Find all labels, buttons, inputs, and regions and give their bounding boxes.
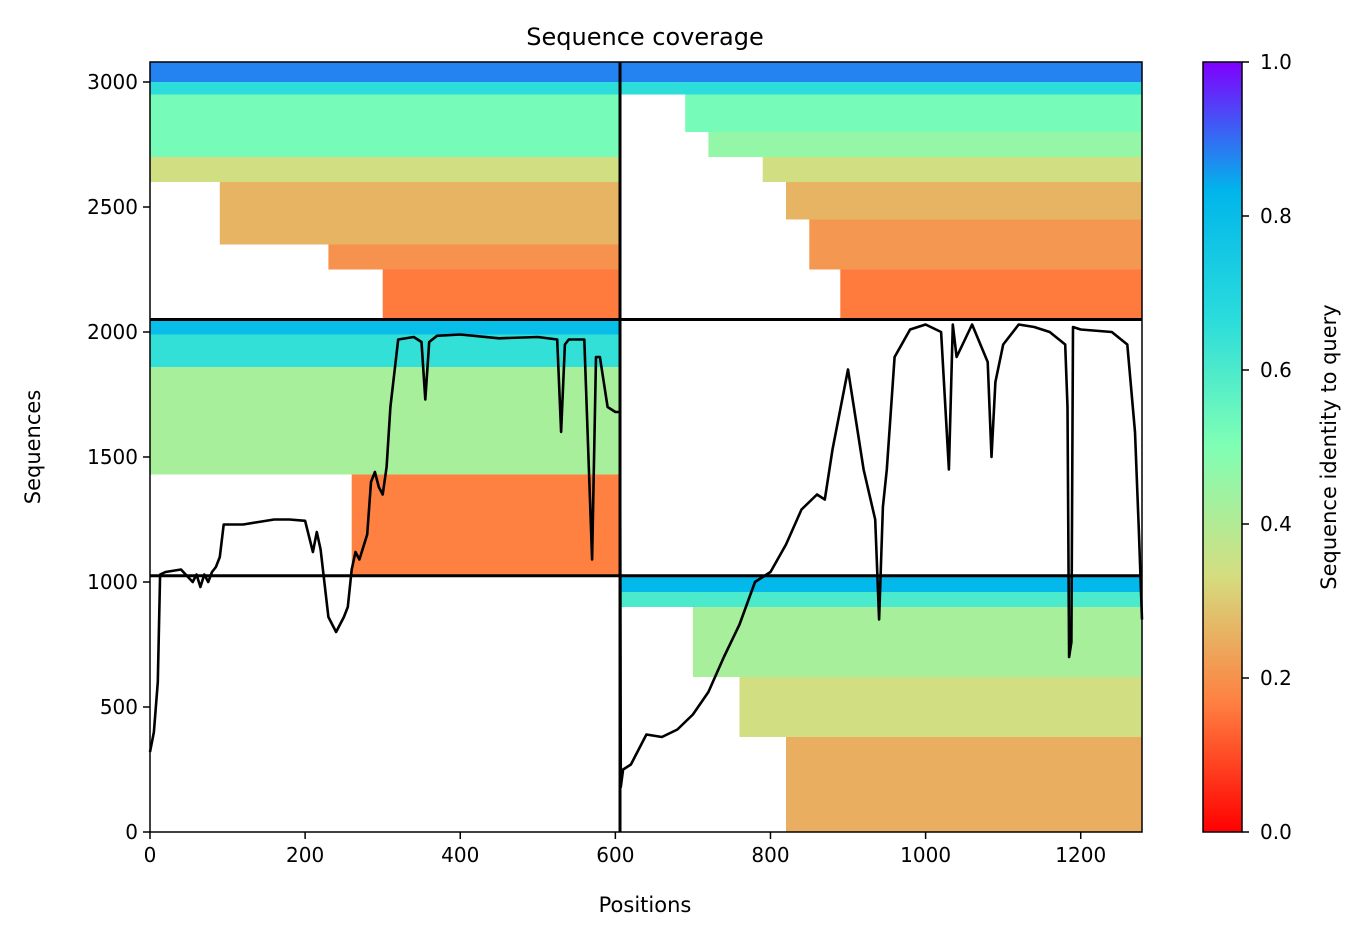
identity-band bbox=[620, 82, 1142, 95]
y-axis: 0 500 1000 1500 2000 2500 3000 bbox=[87, 70, 150, 844]
colorbar-gradient bbox=[1202, 61, 1243, 833]
identity-band bbox=[840, 269, 1142, 320]
colorbar-tick-label: 0.2 bbox=[1260, 666, 1292, 690]
identity-band bbox=[150, 157, 620, 182]
identity-band bbox=[620, 62, 1142, 82]
colorbar-tick-label: 1.0 bbox=[1260, 50, 1292, 74]
colorbar-tick-label: 0.4 bbox=[1260, 512, 1292, 536]
colorbar: 0.0 0.2 0.4 0.6 0.8 1.0 bbox=[1202, 50, 1292, 844]
colorbar-tick-label: 0.6 bbox=[1260, 358, 1292, 382]
identity-band bbox=[219, 182, 621, 245]
identity-band bbox=[739, 677, 1142, 737]
identity-band bbox=[150, 62, 620, 82]
msa-block-chain-1-msa-1 bbox=[150, 62, 621, 320]
y-tick-label: 3000 bbox=[87, 70, 138, 94]
y-tick-label: 1000 bbox=[87, 570, 138, 594]
y-tick-label: 500 bbox=[100, 695, 138, 719]
identity-band bbox=[351, 474, 621, 576]
identity-band bbox=[809, 219, 1142, 270]
x-tick-label: 0 bbox=[144, 843, 157, 867]
x-tick-label: 200 bbox=[286, 843, 324, 867]
x-tick-label: 800 bbox=[751, 843, 789, 867]
identity-band bbox=[150, 82, 620, 95]
x-tick-label: 400 bbox=[441, 843, 479, 867]
x-tick-label: 600 bbox=[596, 843, 634, 867]
colorbar-tick-label: 0.8 bbox=[1260, 204, 1292, 228]
x-tick-label: 1200 bbox=[1055, 843, 1106, 867]
identity-band bbox=[786, 737, 1142, 832]
y-tick-label: 2000 bbox=[87, 320, 138, 344]
x-axis-label: Positions bbox=[599, 893, 692, 917]
msa-block-chain-2-msa-1 bbox=[620, 62, 1142, 320]
identity-band bbox=[692, 607, 1142, 677]
identity-band bbox=[150, 334, 620, 367]
y-axis-label: Sequences bbox=[21, 390, 45, 505]
identity-band bbox=[150, 367, 620, 475]
y-tick-label: 0 bbox=[125, 820, 138, 844]
identity-band bbox=[786, 182, 1142, 220]
identity-band bbox=[150, 94, 620, 157]
x-tick-label: 1000 bbox=[900, 843, 951, 867]
identity-band bbox=[685, 94, 1142, 132]
colorbar-tick-label: 0.0 bbox=[1260, 820, 1292, 844]
msa-block-chain-2-msa-3 bbox=[620, 575, 1142, 832]
plot-frame bbox=[149, 61, 1143, 833]
identity-band bbox=[708, 132, 1142, 157]
y-tick-label: 2500 bbox=[87, 195, 138, 219]
x-axis: 0 200 400 600 800 1000 1200 bbox=[144, 832, 1106, 867]
identity-band bbox=[382, 269, 620, 320]
y-tick-label: 1500 bbox=[87, 445, 138, 469]
colorbar-label: Sequence identity to query bbox=[1317, 304, 1341, 589]
plot-area bbox=[148, 61, 1144, 833]
chart-title: Sequence coverage bbox=[526, 23, 763, 51]
identity-band bbox=[328, 244, 620, 270]
coverage-line bbox=[148, 323, 1144, 789]
msa-block-chain-1-msa-2 bbox=[150, 319, 621, 576]
identity-band bbox=[762, 157, 1142, 182]
identity-band bbox=[150, 319, 620, 335]
